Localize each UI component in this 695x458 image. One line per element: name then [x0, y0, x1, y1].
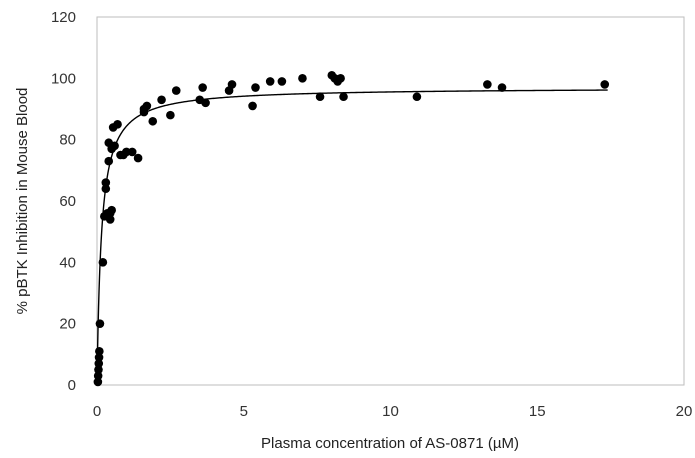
- x-tick-label: 15: [529, 403, 546, 420]
- plot-area: [96, 16, 685, 386]
- data-point: [93, 377, 103, 387]
- data-point: [105, 215, 115, 224]
- data-point: [251, 83, 260, 92]
- y-tick-label: 120: [51, 9, 76, 26]
- data-point: [497, 83, 507, 92]
- y-tick-label: 40: [59, 254, 76, 271]
- data-point: [201, 98, 210, 108]
- data-point: [198, 83, 207, 92]
- x-axis-ticks: 0 5 10 15 20: [93, 403, 693, 420]
- y-axis-ticks: 0 20 40 60 80 100 120: [51, 9, 76, 394]
- data-point: [483, 80, 492, 89]
- x-axis-label: Plasma concentration of AS-0871 (µM): [261, 435, 519, 452]
- y-tick-label: 0: [68, 377, 76, 394]
- data-point: [110, 141, 119, 151]
- fit-curve: [96, 89, 608, 384]
- data-point: [113, 120, 122, 129]
- data-point: [127, 147, 137, 157]
- data-point: [265, 77, 275, 86]
- data-point: [600, 80, 610, 89]
- data-point: [93, 371, 103, 381]
- data-point: [101, 184, 111, 194]
- data-point: [94, 353, 104, 362]
- data-point: [171, 86, 181, 95]
- data-point: [157, 95, 166, 105]
- x-tick-label: 5: [240, 403, 248, 420]
- x-tick-label: 20: [676, 403, 693, 420]
- data-point: [98, 258, 108, 267]
- data-point: [166, 110, 175, 120]
- y-tick-label: 20: [59, 316, 76, 333]
- y-tick-label: 80: [59, 132, 76, 149]
- data-point: [133, 153, 143, 163]
- data-point: [336, 74, 345, 83]
- data-point: [94, 359, 104, 368]
- data-point: [101, 178, 111, 187]
- data-point: [412, 92, 422, 102]
- data-point: [104, 156, 114, 166]
- data-point: [94, 365, 103, 374]
- y-tick-label: 100: [51, 70, 76, 87]
- x-tick-label: 0: [93, 403, 101, 420]
- x-tick-label: 10: [382, 403, 399, 420]
- data-point: [298, 74, 307, 83]
- y-tick-label: 60: [59, 193, 76, 210]
- data-points: [93, 70, 610, 387]
- data-point: [148, 116, 158, 126]
- data-point: [95, 319, 105, 328]
- y-axis-label: % pBTK Inhibition in Mouse Blood: [14, 88, 31, 315]
- data-point: [277, 77, 287, 86]
- data-point: [315, 92, 325, 102]
- data-point: [339, 92, 348, 102]
- data-point: [95, 346, 104, 356]
- data-point: [248, 101, 257, 111]
- data-point: [142, 101, 152, 111]
- data-point: [227, 80, 237, 89]
- data-point: [107, 205, 116, 215]
